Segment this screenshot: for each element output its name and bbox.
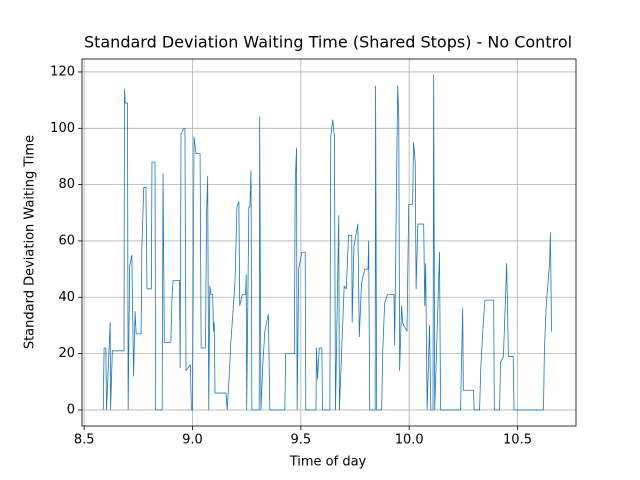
x-tick-label: 10.0 <box>395 433 424 448</box>
x-tick-label: 9.0 <box>182 433 203 448</box>
y-axis-label: Standard Deviation Waiting Time <box>23 135 38 349</box>
x-tick-label: 8.5 <box>74 433 95 448</box>
y-tick-label: 60 <box>58 233 75 248</box>
y-tick-label: 40 <box>58 290 75 305</box>
x-axis-label: Time of day <box>289 455 367 470</box>
y-tick-label: 80 <box>58 177 75 192</box>
x-tick-label: 9.5 <box>290 433 311 448</box>
data-line <box>102 74 553 411</box>
chart-title: Standard Deviation Waiting Time (Shared … <box>84 33 572 52</box>
y-tick-label: 120 <box>50 64 75 79</box>
y-tick-label: 20 <box>58 346 75 361</box>
axes-frame <box>81 58 577 427</box>
y-tick-label: 100 <box>50 121 75 136</box>
y-tick-label: 0 <box>67 402 75 417</box>
x-tick-label: 10.5 <box>503 433 532 448</box>
plot-area <box>102 74 553 411</box>
